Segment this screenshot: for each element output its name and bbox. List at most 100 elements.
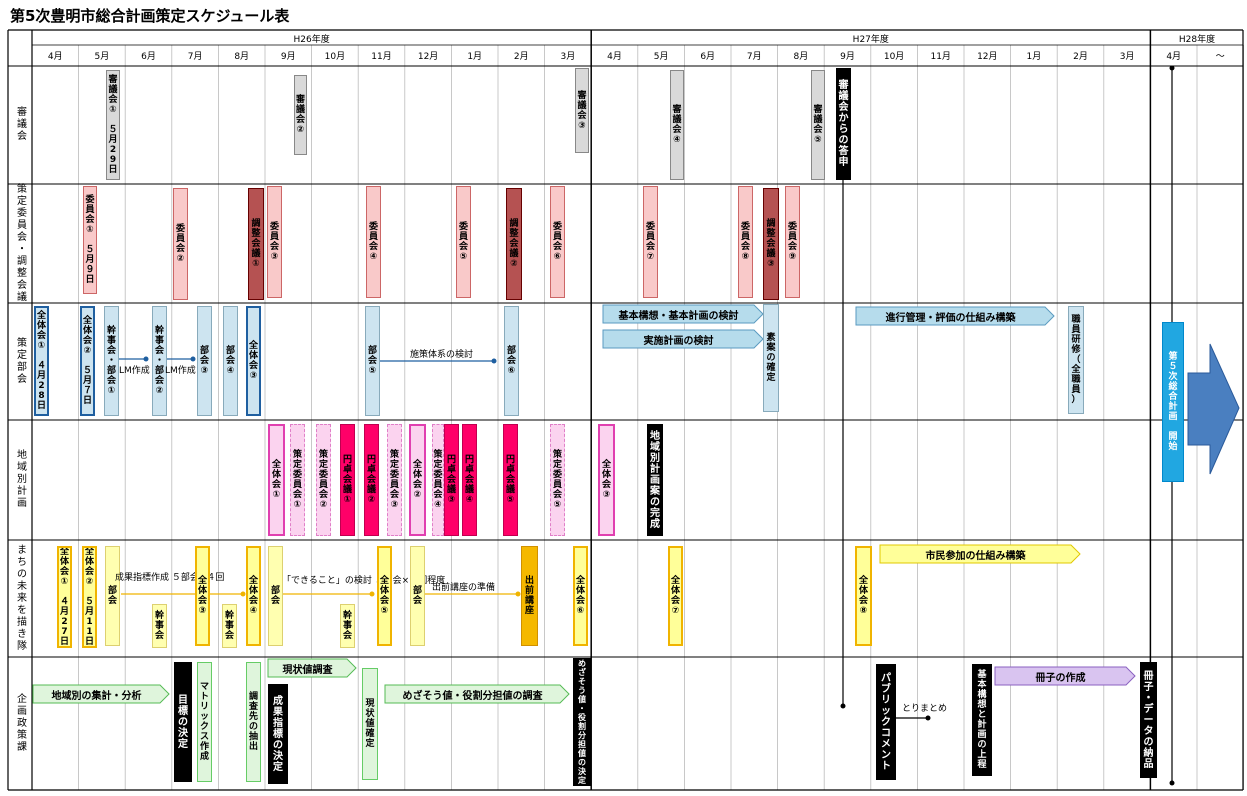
chiiki-iinkai-1: 策 定 委 員 会 ① [290, 424, 305, 536]
mokuhyo-box: 目 標 の 決 定 [174, 662, 192, 782]
kanji-bukai-2: 幹 事 会 ・ 部 会 ② [152, 306, 167, 416]
seika-box: 成 果 指 標 の 決 定 [268, 684, 288, 784]
seika-note: 成果指標作成 ５部会×４回 [115, 573, 225, 583]
connector-dot [143, 356, 149, 362]
bukai-zentai-3: 全 体 会 ③ [246, 306, 261, 416]
machi-bukai-1: 部 会 [105, 546, 120, 646]
genjo-arrow: 現状値調査 [282, 664, 333, 676]
month-header: 11月 [930, 51, 950, 62]
iinkai-1: 委 員 会 ① ５ 月 ９ 日 [83, 186, 97, 294]
mezasu-kettei-box: め ざ そ う 値 ・ 役 割 分 担 値 の 決 定 [573, 658, 591, 786]
month-header: 5月 [95, 51, 110, 62]
kihon-arrow-shape [602, 304, 764, 324]
mezasu-kettei-box-label: め ざ そ う 値 ・ 役 割 分 担 値 の 決 定 [578, 659, 586, 785]
machi-zentai-3: 全 体 会 ③ [195, 546, 210, 646]
month-header: 1月 [467, 51, 482, 62]
chosei-1-label: 調 整 会 議 ① [251, 219, 261, 269]
connector-dot [515, 591, 521, 597]
shingikai-1-label: 審 議 会 ① ５ 月 2 9 日 [108, 75, 118, 175]
shingikai-5-label: 審 議 会 ⑤ [813, 105, 823, 145]
soan-box: 素 案 の 確 定 [763, 304, 779, 412]
mezasu-arrow-shape [384, 684, 570, 704]
row-label: 地 域 別 計 画 [17, 450, 27, 509]
seika-box-label: 成 果 指 標 の 決 定 [273, 695, 283, 773]
machi-kanji-2-label: 幹 事 会 [224, 611, 234, 641]
machi-zentai-6-label: 全 体 会 ⑥ [575, 576, 585, 616]
entaku-1: 円 卓 会 議 ① [340, 424, 355, 536]
chiiki-iinkai-1-label: 策 定 委 員 会 ① [292, 450, 302, 510]
bukai-zentai-2: 全 体 会 ② ５ 月 ７ 日 [80, 306, 95, 416]
iinkai-9: 委 員 会 ⑨ [785, 186, 800, 298]
shokuin-box: 職 員 研 修 （ 全 職 員 ） [1068, 306, 1084, 414]
chiiki-iinkai-3: 策 定 委 員 会 ③ [387, 424, 402, 536]
shingikai-5: 審 議 会 ⑤ [811, 70, 825, 180]
entaku-5: 円 卓 会 議 ⑤ [503, 424, 518, 536]
year-header: H26年度 [293, 33, 329, 45]
chosei-3: 調 整 会 議 ③ [763, 188, 779, 300]
row-label: 策 定 部 会 [17, 337, 27, 385]
machi-zentai-2: 全 体 会 ② ５ 月 1 1 日 [82, 546, 97, 648]
demae-jun-note: 出前講座の準備 [432, 583, 496, 593]
kaishi-box-label: 第 ５ 次 総 合 計 画 開 始 [1168, 352, 1178, 452]
chiiki-iinkai-3-label: 策 定 委 員 会 ③ [389, 450, 399, 510]
shinko-arrow-shape [855, 306, 1055, 326]
bukai-zentai-3-label: 全 体 会 ③ [248, 341, 258, 381]
machi-zentai-1: 全 体 会 ① ４ 月 2 7 日 [57, 546, 72, 648]
machi-kanji-1-label: 幹 事 会 [154, 611, 164, 641]
kihon-arrow: 基本構想・基本計画の検討 [618, 310, 739, 322]
entaku-4-label: 円 卓 会 議 ④ [464, 455, 474, 505]
chiiki-zentai-1: 全 体 会 ① [268, 424, 285, 536]
sasshi-arrow: 冊子の作成 [1035, 672, 1086, 684]
month-header: 7月 [188, 51, 203, 62]
kanji-bukai-1: 幹 事 会 ・ 部 会 ① [104, 306, 119, 416]
month-header: 6月 [141, 51, 156, 62]
entaku-2-label: 円 卓 会 議 ② [366, 455, 376, 505]
genjo-arrow-shape [267, 658, 357, 678]
jisshi-arrow-shape [602, 329, 764, 349]
month-header: 2月 [1073, 51, 1088, 62]
chiiki-arrow-shape [32, 684, 170, 704]
machi-bukai-2-label: 部 会 [270, 586, 280, 606]
sasshi-arrow-shape [994, 666, 1136, 686]
machi-zentai-2-label: 全 体 会 ② ５ 月 1 1 日 [84, 547, 94, 647]
machi-zentai-7-label: 全 体 会 ⑦ [670, 576, 680, 616]
machi-zentai-5: 全 体 会 ⑤ [377, 546, 392, 646]
iinkai-1-label: 委 員 会 ① ５ 月 ９ 日 [85, 195, 95, 285]
mezasu-arrow: めざそう値・役割分担値の調査 [402, 690, 543, 702]
connector-dot [190, 356, 196, 362]
chiiki-zentai-3-label: 全 体 会 ③ [601, 460, 611, 500]
machi-zentai-6: 全 体 会 ⑥ [573, 546, 588, 646]
shingikai-4-label: 審 議 会 ④ [672, 105, 682, 145]
bukai-zentai-1: 全 体 会 ① ４ 月 2 8 日 [34, 306, 49, 416]
entaku-3-label: 円 卓 会 議 ③ [446, 455, 456, 505]
month-header: 4月 [1166, 51, 1181, 62]
chiiki-zentai-2-label: 全 体 会 ② [412, 460, 422, 500]
iinkai-5-label: 委 員 会 ⑤ [458, 222, 468, 262]
kihon-joutei-box: 基 本 構 想 と 計 画 の 上 程 [972, 664, 992, 776]
machi-zentai-8: 全 体 会 ⑧ [855, 546, 872, 646]
shingikai-3-label: 審 議 会 ③ [577, 90, 587, 131]
row-label: ま ち の 未 来 を 描 き 隊 [17, 544, 27, 652]
shimin-arrow-shape [879, 544, 1081, 564]
iinkai-4-label: 委 員 会 ④ [368, 222, 378, 262]
page-title: 第5次豊明市総合計画策定スケジュール表 [10, 7, 290, 25]
torimatome-note: とりまとめ [902, 704, 948, 714]
year-header: H28年度 [1179, 33, 1215, 45]
iinkai-6-label: 委 員 会 ⑥ [552, 222, 562, 262]
entaku-1-label: 円 卓 会 議 ① [342, 455, 352, 505]
iinkai-2: 委 員 会 ② [173, 188, 188, 300]
machi-kanji-3-label: 幹 事 会 [342, 611, 352, 641]
chiiki-iinkai-4: 策 定 委 員 会 ④ [432, 424, 444, 536]
machi-zentai-1-label: 全 体 会 ① ４ 月 2 7 日 [59, 547, 69, 647]
shingikai-2-label: 審 議 会 ② [295, 95, 305, 135]
kihon-joutei-box-label: 基 本 構 想 と 計 画 の 上 程 [977, 670, 987, 770]
machi-bukai-3: 部 会 [410, 546, 425, 646]
chiiki-kansei: 地 域 別 計 画 案 の 完 成 [647, 424, 663, 536]
chiiki-kansei-label: 地 域 別 計 画 案 の 完 成 [650, 430, 660, 530]
chiiki-iinkai-4-label: 策 定 委 員 会 ④ [433, 450, 443, 510]
chosa-box: 調 査 先 の 抽 出 [246, 662, 261, 782]
nohin-box: 冊 子 ・ デ ー タ の 納 品 [1140, 662, 1157, 778]
chiiki-iinkai-2-label: 策 定 委 員 会 ② [318, 450, 328, 510]
month-header: 10月 [884, 51, 904, 62]
machi-bukai-1-label: 部 会 [107, 586, 117, 606]
